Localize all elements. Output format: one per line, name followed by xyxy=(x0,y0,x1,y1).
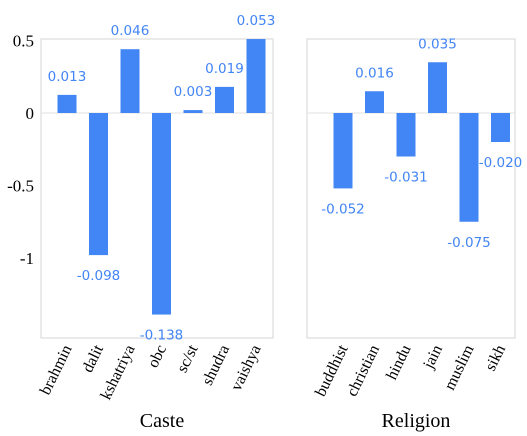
bar-caste-dalit xyxy=(89,113,108,256)
data-label: 0.053 xyxy=(237,13,276,29)
bar-religion-hindu xyxy=(396,113,416,157)
plot-frame-caste xyxy=(40,38,274,339)
data-label: 0.046 xyxy=(111,23,150,39)
category-label: muslim xyxy=(441,342,478,393)
bar-caste-sc-st xyxy=(183,110,203,113)
data-label: 0.003 xyxy=(174,84,213,100)
bar-caste-brahmin xyxy=(57,94,77,113)
data-label: 0.013 xyxy=(48,69,87,85)
data-label: -0.138 xyxy=(140,328,184,344)
bar-religion-muslim xyxy=(459,113,479,222)
data-label: -0.031 xyxy=(384,170,428,186)
bar-caste-shudra xyxy=(215,86,234,113)
y-tick-label: 0 xyxy=(26,104,35,123)
category-label: obc xyxy=(145,342,170,370)
category-label: shudra xyxy=(199,342,233,388)
x-axis-title: Religion xyxy=(382,410,451,432)
data-label: -0.075 xyxy=(447,235,491,251)
data-label: -0.098 xyxy=(77,268,121,284)
x-axis-title: Caste xyxy=(140,410,185,432)
category-label: vaishya xyxy=(228,342,265,393)
y-tick-label: 0.5 xyxy=(13,32,34,51)
category-label: brahmin xyxy=(37,342,76,397)
bar-religion-christian xyxy=(365,91,384,113)
bar-caste-obc xyxy=(152,113,171,315)
bar-religion-sikh xyxy=(491,113,510,142)
bar-caste-vaishya xyxy=(246,39,266,113)
y-tick-label: -1 xyxy=(20,249,34,268)
category-label: hindu xyxy=(383,342,414,382)
category-label: sikh xyxy=(482,342,509,373)
category-label: dalit xyxy=(79,342,107,376)
category-label: jain xyxy=(420,342,446,372)
bar-religion-jain xyxy=(428,62,447,113)
data-label: 0.016 xyxy=(355,65,394,81)
data-label: -0.052 xyxy=(321,201,365,217)
category-label: sc/st xyxy=(174,342,202,376)
bar-caste-kshatriya xyxy=(120,49,140,113)
data-label: -0.020 xyxy=(479,155,523,171)
y-tick-label: -0.5 xyxy=(7,177,34,196)
data-label: 0.035 xyxy=(418,36,457,52)
bar-religion-buddhist xyxy=(333,113,353,189)
data-label: 0.019 xyxy=(205,61,244,77)
plot-frame-religion xyxy=(306,38,516,339)
